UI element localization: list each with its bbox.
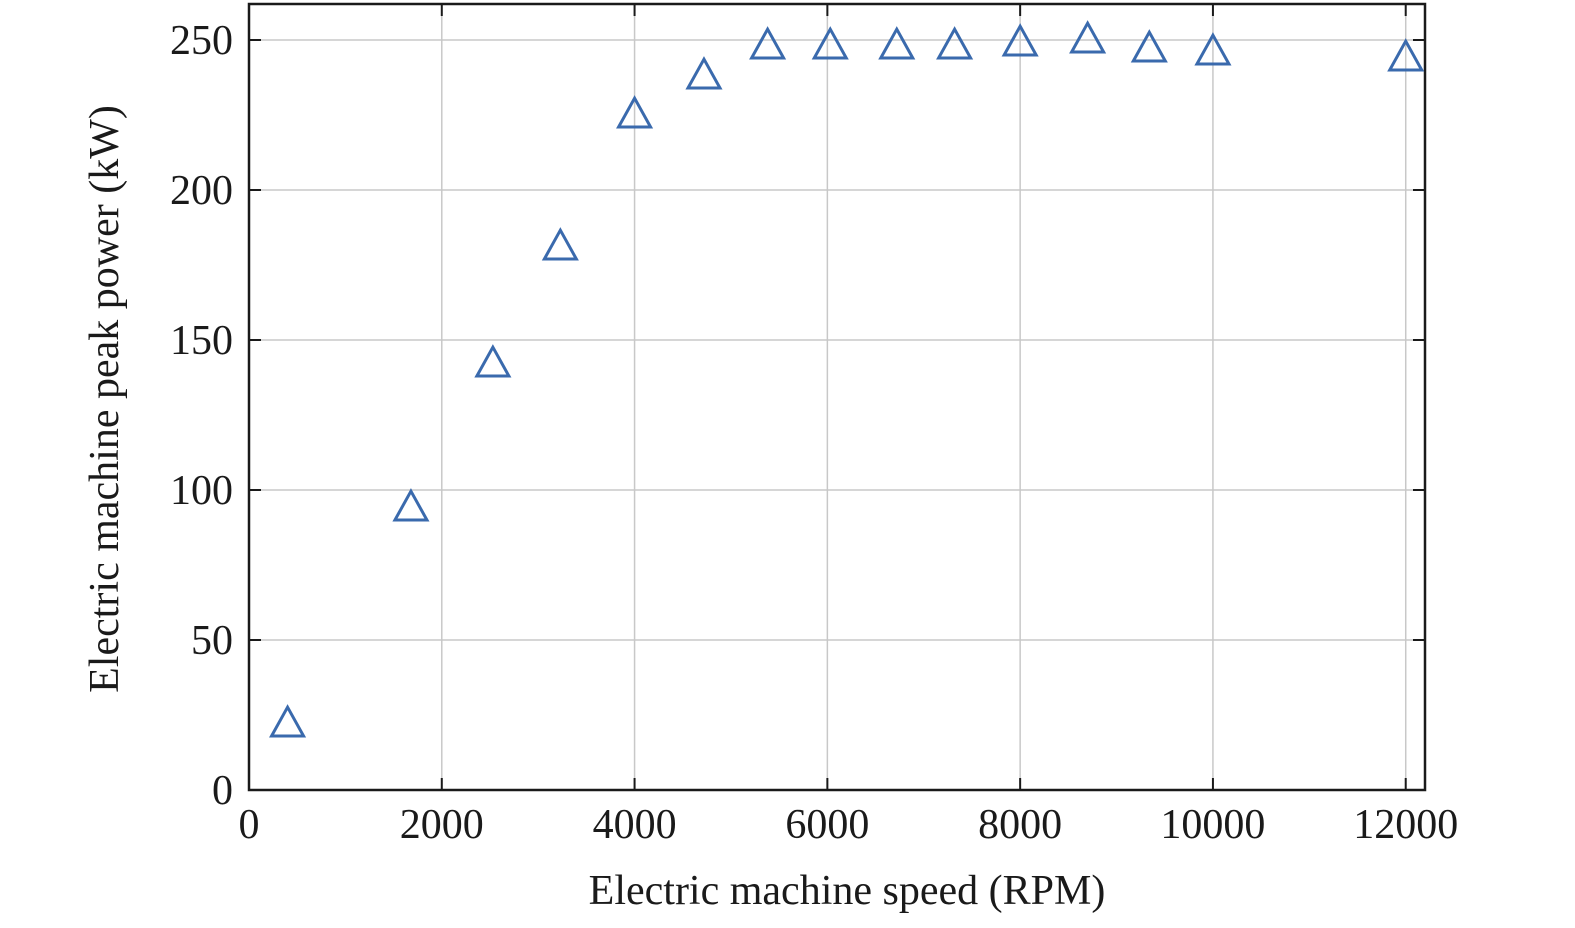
y-tick-label: 50 [191, 618, 233, 664]
data-point-triangle [1387, 38, 1425, 72]
data-point-triangle [878, 26, 916, 60]
data-point-triangle [1130, 29, 1168, 63]
y-tick-label: 100 [170, 468, 233, 514]
x-tick-label: 2000 [400, 802, 484, 848]
data-point-triangle [1194, 32, 1232, 66]
data-point-triangle [616, 95, 654, 129]
data-series [269, 20, 1425, 738]
x-axis-tick-labels: 0 2000 4000 6000 8000 10000 12000 [239, 802, 1459, 848]
data-point-triangle [811, 26, 849, 60]
x-tick-label: 8000 [978, 802, 1062, 848]
data-point-triangle [936, 26, 974, 60]
y-tick-label: 150 [170, 318, 233, 364]
y-tick-label: 250 [170, 18, 233, 64]
data-point-triangle [685, 56, 723, 90]
data-point-triangle [541, 227, 579, 261]
x-tick-label: 4000 [593, 802, 677, 848]
x-tick-label: 0 [239, 802, 260, 848]
x-tick-label: 10000 [1160, 802, 1265, 848]
y-tick-label: 200 [170, 168, 233, 214]
data-point-triangle [1001, 23, 1039, 57]
y-tick-label: 0 [212, 768, 233, 814]
grid-lines [249, 4, 1425, 790]
x-axis-label: Electric machine speed (RPM) [589, 868, 1106, 914]
data-point-triangle [474, 344, 512, 378]
data-point-triangle [1069, 20, 1107, 54]
tick-marks [248, 4, 1425, 791]
y-axis-label: Electric machine peak power (kW) [82, 105, 128, 693]
plot-area-frame [247, 2, 1427, 792]
x-tick-label: 6000 [785, 802, 869, 848]
data-point-triangle [269, 704, 307, 738]
data-point-triangle [749, 26, 787, 60]
y-axis-tick-labels: 0 50 100 150 200 250 [170, 18, 233, 814]
x-tick-label: 12000 [1353, 802, 1458, 848]
data-point-triangle [392, 488, 430, 522]
